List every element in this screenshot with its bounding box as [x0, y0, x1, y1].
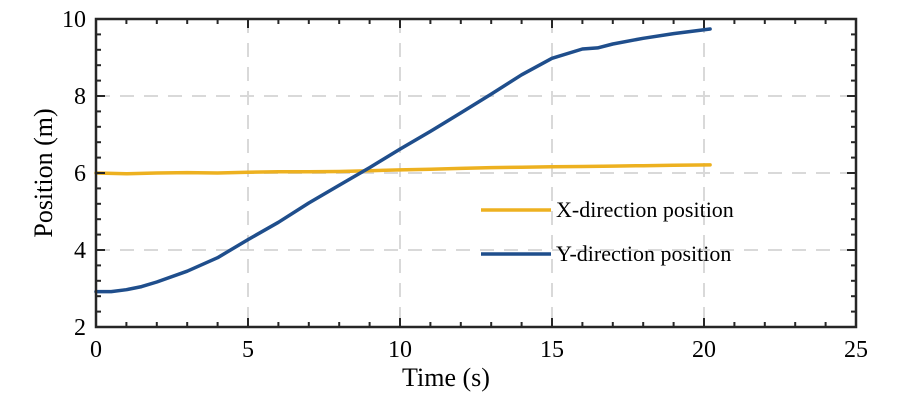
series-line-1 — [94, 163, 712, 176]
y-tick-label: 6 — [74, 161, 86, 187]
y-tick-label: 2 — [74, 315, 86, 341]
tick-labels: 0 5 10 15 20 25 2 4 6 8 10 — [62, 7, 868, 363]
y-tick-label: 4 — [74, 238, 86, 264]
x-tick-label: 5 — [242, 337, 254, 363]
axes-frame — [94, 17, 858, 329]
legend-label-1: X-direction position — [556, 197, 734, 222]
x-tick-label: 15 — [540, 337, 564, 363]
x-tick-label: 20 — [692, 337, 716, 363]
x-tick-label: 10 — [388, 337, 412, 363]
series-line-2 — [94, 27, 712, 294]
x-axis-label: Time (s) — [402, 363, 490, 392]
series-group — [94, 27, 712, 294]
legend: X-direction position Y-direction position — [481, 197, 734, 266]
y-tick-label: 8 — [74, 84, 86, 110]
legend-label-2: Y-direction position — [556, 241, 731, 266]
x-tick-label: 0 — [90, 337, 102, 363]
x-tick-label: 25 — [844, 337, 868, 363]
y-axis-label: Position (m) — [29, 108, 58, 237]
y-tick-label: 10 — [62, 7, 86, 33]
